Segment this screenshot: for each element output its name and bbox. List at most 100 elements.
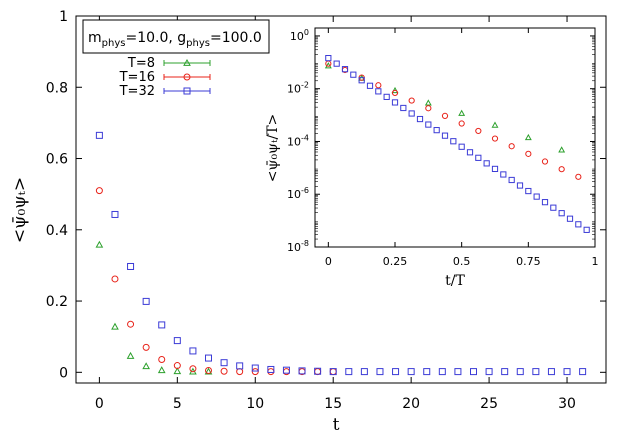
inset-x-tick-label: 1: [592, 255, 599, 268]
data-point-inset-t32: [450, 138, 457, 145]
data-point-inset-t32: [425, 121, 432, 128]
data-point-inset-t8: [458, 109, 466, 116]
inset-y-tick-exponent: -2: [301, 81, 309, 90]
inset-y-tick-exponent: -6: [301, 186, 309, 195]
data-point-inset-t32: [525, 187, 532, 195]
data-point-main-t32: [158, 321, 166, 329]
data-point-inset-t32: [375, 88, 382, 95]
data-point-main-t32: [470, 368, 477, 376]
main-y-tick-label: 0.6: [46, 152, 68, 168]
legend-entry-marker: [183, 58, 191, 66]
data-point-main-t32: [173, 337, 181, 345]
data-point-inset-t32: [391, 99, 399, 106]
data-point-main-t32: [267, 365, 275, 373]
data-point-inset-t16: [441, 112, 449, 119]
inset-y-axis-label: <ψ̄₀ψₜ/T>: [265, 114, 281, 183]
data-point-main-t8: [111, 322, 119, 330]
data-point-main-t8: [157, 366, 166, 374]
data-point-main-t8: [126, 351, 135, 359]
data-point-inset-t32: [575, 221, 582, 228]
data-point-inset-t32: [350, 71, 357, 78]
data-point-inset-t32: [500, 171, 507, 178]
inset-y-tick-base: 10: [287, 83, 301, 96]
main-y-tick-label: 0: [59, 365, 68, 381]
data-point-main-t32: [127, 262, 135, 270]
inset-y-tick-base: 10: [287, 241, 301, 254]
data-point-inset-t32: [558, 210, 565, 217]
data-point-inset-t32: [325, 55, 332, 62]
data-point-main-t32: [438, 368, 446, 376]
data-point-inset-t32: [383, 93, 390, 100]
inset-plot-frame: [314, 27, 596, 248]
legend: mphys=10.0, gphys=100.0 T=8T=16T=32: [82, 19, 270, 99]
data-point-main-t32: [501, 368, 509, 376]
inset-y-tick-exponent: 0: [304, 28, 309, 37]
legend-entry-marker: [183, 73, 191, 81]
main-y-tick-label: 0.2: [46, 294, 68, 310]
data-point-main-t32: [345, 368, 353, 376]
main-x-tick-label: 30: [558, 396, 576, 412]
legend-header-sub-2: phys: [186, 38, 210, 49]
data-point-main-t32: [111, 210, 119, 218]
data-point-main-t16: [111, 275, 119, 283]
data-point-inset-t16: [541, 158, 549, 165]
data-point-main-t32: [407, 368, 415, 376]
data-point-inset-t32: [441, 132, 449, 139]
data-point-inset-t32: [491, 165, 499, 173]
data-point-main-t32: [454, 368, 462, 376]
legend-header-m: m: [88, 30, 102, 46]
data-point-main-t32: [516, 368, 524, 376]
data-point-main-t8: [173, 367, 182, 375]
data-point-inset-t16: [391, 89, 399, 97]
main-x-tick-label: 25: [480, 396, 498, 412]
data-point-inset-t32: [516, 182, 524, 189]
data-point-main-t8: [142, 362, 150, 370]
inset-x-ticks: 0 0.25 0.5 0.75 1: [325, 28, 599, 268]
data-point-main-t32: [298, 367, 306, 375]
legend-entry-marker: [183, 87, 191, 95]
main-y-axis-label: <ψ̄₀ψₜ>: [10, 177, 30, 243]
data-point-main-t16: [189, 365, 197, 373]
data-point-inset-t16: [475, 127, 482, 135]
data-point-main-t8: [95, 240, 104, 248]
inset-y-tick-exponent: -4: [301, 133, 309, 142]
data-point-inset-t32: [333, 60, 340, 67]
data-point-main-t32: [95, 131, 103, 139]
inset-x-tick-label: 0.25: [383, 255, 408, 268]
main-x-axis-label: t: [333, 415, 340, 435]
data-point-main-t32: [392, 368, 400, 376]
data-point-main-t32: [532, 368, 540, 376]
data-point-main-t32: [360, 368, 368, 376]
inset-y-tick-label: 10-2: [287, 81, 309, 96]
data-point-inset-t16: [575, 173, 582, 180]
inset-y-tick-label: 10-6: [287, 186, 309, 201]
legend-entry-label: T=16: [119, 70, 155, 85]
data-point-inset-t32: [458, 143, 465, 150]
data-point-inset-t32: [341, 66, 349, 73]
data-point-inset-t32: [366, 82, 374, 89]
inset-x-tick-label: 0.5: [453, 255, 471, 268]
data-point-main-t32: [485, 368, 493, 376]
legend-entry-label: T=8: [127, 56, 155, 71]
data-point-main-t16: [142, 343, 150, 351]
inset-y-tick-exponent: -8: [301, 239, 309, 248]
data-point-inset-t32: [550, 204, 557, 211]
data-point-main-t16: [95, 187, 103, 195]
data-point-inset-t16: [508, 143, 515, 150]
data-point-main-t32: [547, 368, 555, 376]
inset-y-tick-label: 100: [290, 28, 309, 43]
legend-entry-label: T=32: [119, 84, 155, 99]
main-y-tick-label: 0.4: [46, 223, 68, 239]
data-point-main-t32: [142, 297, 150, 305]
main-plot: 0 5 10 15 20 25 30 00.20.40.60.81 t <ψ̄₀ψₜ> mp…: [10, 9, 607, 435]
data-point-main-t32: [314, 367, 322, 375]
data-point-inset-t16: [458, 120, 465, 127]
legend-header-mid: =10.0, g: [125, 30, 186, 46]
data-point-inset-t8: [524, 133, 532, 141]
data-point-inset-t32: [533, 193, 540, 200]
data-point-inset-t32: [408, 110, 415, 117]
data-point-inset-t16: [425, 105, 432, 112]
